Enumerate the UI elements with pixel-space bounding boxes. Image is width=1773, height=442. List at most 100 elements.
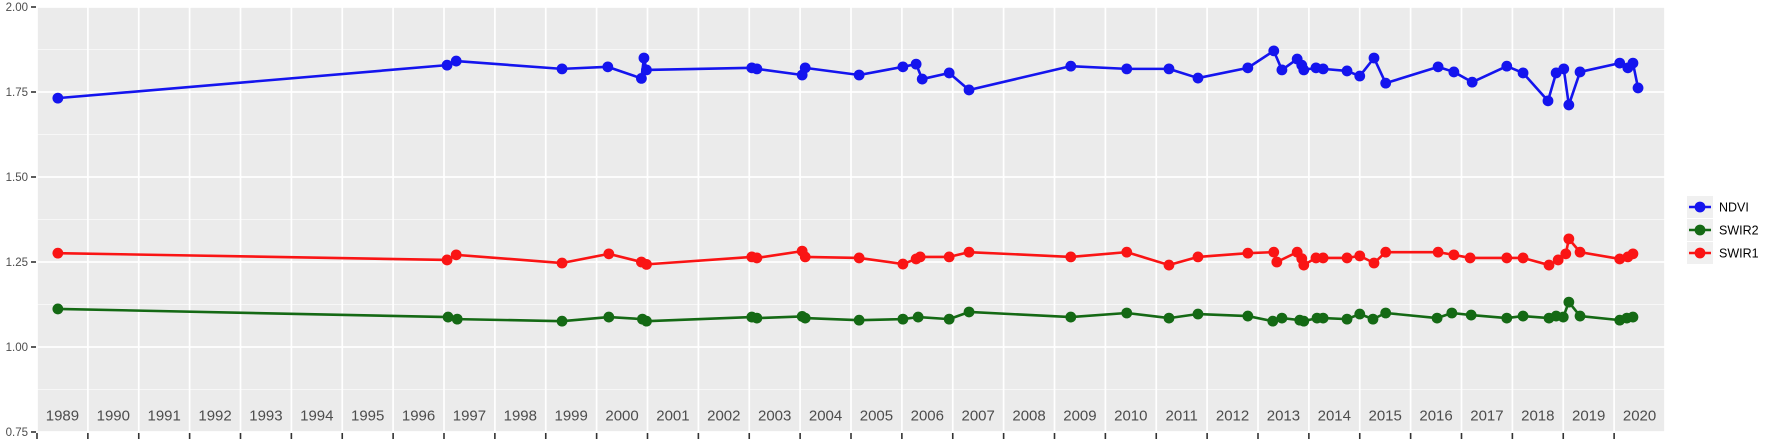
swir2-point — [853, 314, 865, 326]
x-axis-year-label: 1997 — [453, 408, 486, 425]
swir1-point — [1317, 252, 1329, 264]
ndvi-point — [1121, 63, 1133, 75]
swir1-point — [450, 249, 462, 261]
x-axis-year-label: 1990 — [97, 408, 130, 425]
x-axis-year-label: 1991 — [148, 408, 181, 425]
y-axis-value-label: 1.00 — [6, 342, 28, 354]
swir2-point — [556, 315, 568, 327]
x-axis-year-label: 2012 — [1216, 408, 1249, 425]
swir2-point — [1517, 310, 1529, 322]
x-axis-year-label: 2017 — [1470, 408, 1503, 425]
x-axis-year-label: 2011 — [1166, 408, 1198, 425]
swir1-point — [441, 254, 453, 266]
swir2-point — [943, 313, 955, 325]
swir1-point — [1271, 256, 1283, 268]
swir2-point — [963, 306, 975, 318]
swir1-point — [1268, 246, 1280, 258]
swir1-point — [1563, 233, 1575, 245]
x-axis-year-label: 2010 — [1114, 408, 1147, 425]
swir2-point — [52, 303, 64, 315]
ndvi-point — [635, 73, 647, 84]
swir1-point — [1065, 251, 1077, 263]
swir1-point — [1368, 257, 1380, 269]
swir2-point — [751, 312, 763, 324]
swir1-point — [1560, 248, 1572, 260]
swir1-point — [1464, 252, 1476, 264]
swir1-point — [1380, 246, 1392, 258]
swir1-point — [641, 258, 652, 270]
ndvi-point — [52, 92, 64, 104]
swir2-point — [1298, 315, 1310, 327]
swir2-point — [603, 311, 615, 323]
ndvi-point — [1065, 60, 1077, 72]
x-axis-year-label: 1989 — [46, 408, 79, 425]
ndvi-point — [1627, 57, 1639, 69]
swir2-point — [1192, 308, 1204, 320]
ndvi-point — [916, 73, 928, 85]
ndvi-point — [799, 62, 811, 74]
legend-key-point-ndvi — [1694, 201, 1706, 213]
swir1-point — [1121, 246, 1133, 258]
swir2-point — [897, 313, 909, 325]
ndvi-point — [1466, 76, 1478, 88]
ndvi-point — [1317, 63, 1329, 75]
swir2-point — [1367, 313, 1379, 325]
swir1-point — [556, 257, 568, 269]
ndvi-point — [602, 61, 614, 73]
swir2-point — [1574, 310, 1586, 322]
y-axis-value-label: 1.75 — [6, 87, 28, 99]
x-axis-year-label: 2007 — [962, 408, 995, 425]
swir2-point — [1267, 315, 1279, 327]
ndvi-point — [1368, 52, 1380, 64]
ndvi-point — [641, 64, 652, 76]
x-axis-year-label: 2015 — [1369, 408, 1402, 425]
ndvi-point — [1632, 82, 1644, 94]
swir1-point — [1552, 254, 1564, 266]
x-axis-year-label: 2000 — [605, 408, 638, 425]
swir2-point — [1065, 311, 1077, 323]
swir2-point — [1121, 307, 1133, 319]
x-axis-year-label: 2009 — [1063, 408, 1096, 425]
ndvi-point — [638, 52, 650, 64]
legend-label-swir1: SWIR1 — [1719, 247, 1759, 261]
swir2-point — [1627, 311, 1639, 323]
x-axis-year-label: 1992 — [198, 408, 231, 425]
legend-label-swir2: SWIR2 — [1719, 224, 1759, 238]
swir2-point — [1354, 308, 1366, 320]
swir1-point — [1614, 253, 1626, 265]
y-axis-value-label: 2.00 — [6, 2, 28, 14]
swir2-point — [912, 311, 924, 323]
x-axis-year-label: 2006 — [911, 408, 944, 425]
x-axis-year-label: 1995 — [351, 408, 384, 425]
legend-key-point-swir1 — [1694, 247, 1706, 259]
x-axis-year-label: 1993 — [249, 408, 282, 425]
ndvi-point — [853, 69, 865, 81]
swir1-point — [914, 251, 926, 263]
swir1-point — [1163, 259, 1175, 271]
ndvi-point — [441, 59, 453, 71]
legend-label-ndvi: NDVI — [1719, 201, 1749, 215]
swir1-point — [1192, 251, 1204, 263]
ndvi-point — [1242, 62, 1254, 74]
swir2-point — [1563, 296, 1575, 308]
x-axis-year-label: 2004 — [809, 408, 842, 425]
ndvi-point — [1574, 66, 1586, 78]
x-axis-year-label: 1998 — [504, 408, 537, 425]
swir2-point — [1380, 307, 1392, 319]
ndvi-point — [1432, 61, 1444, 73]
x-axis-year-label: 2018 — [1521, 408, 1554, 425]
x-axis-year-label: 2016 — [1419, 408, 1452, 425]
swir1-point — [799, 251, 811, 263]
swir1-point — [1242, 247, 1254, 259]
x-axis-year-label: 2013 — [1267, 408, 1300, 425]
swir1-point — [943, 251, 955, 263]
ndvi-point — [1354, 70, 1366, 82]
swir1-point — [1501, 252, 1513, 264]
ndvi-point — [1341, 65, 1353, 77]
swir1-point — [963, 246, 975, 258]
x-axis-year-label: 2020 — [1623, 408, 1656, 425]
swir1-point — [1432, 246, 1444, 258]
swir2-point — [1501, 312, 1513, 324]
swir1-point — [1448, 249, 1460, 261]
